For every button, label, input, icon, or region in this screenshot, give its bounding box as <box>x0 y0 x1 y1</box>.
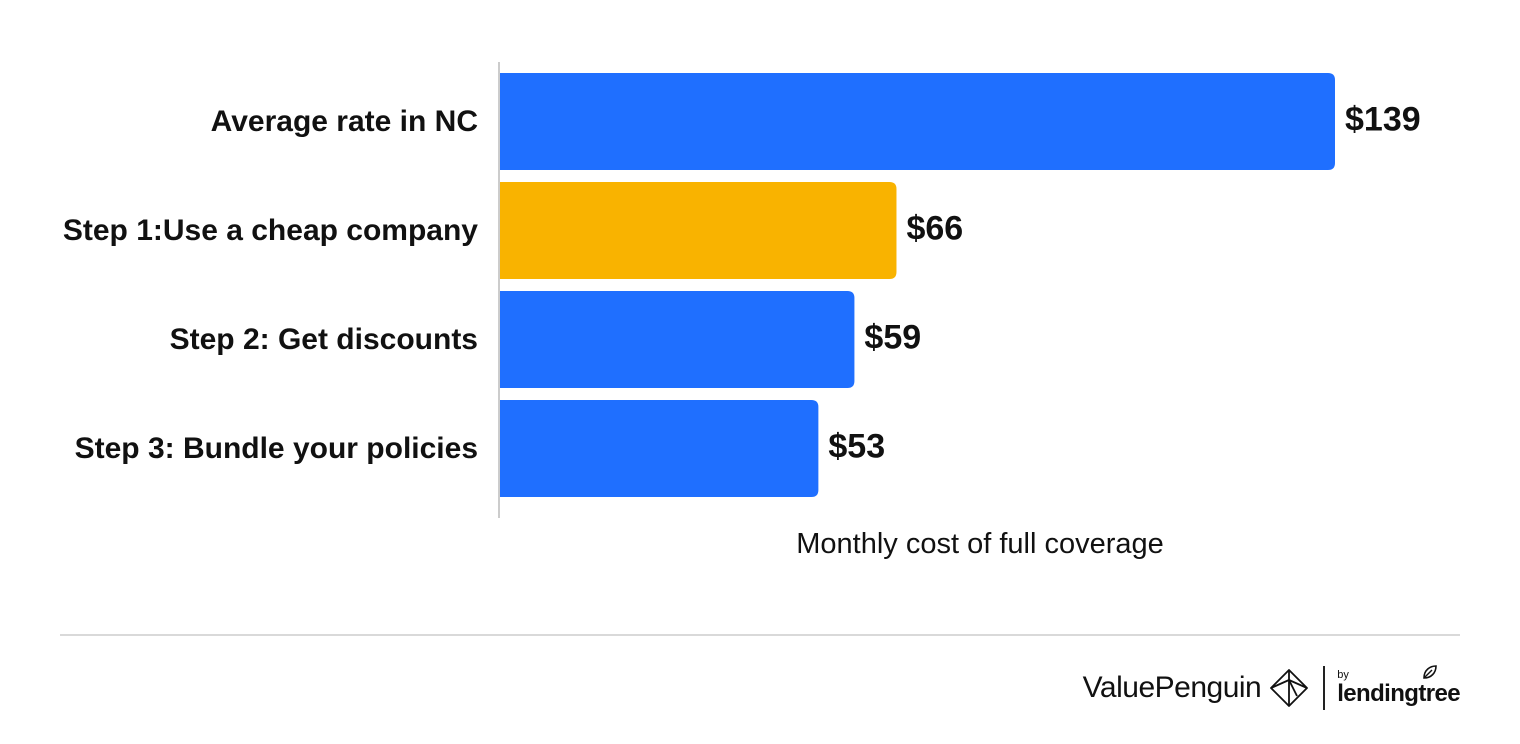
lendingtree-logo: by lendingtree <box>1337 665 1461 710</box>
category-label: Step 3: Bundle your policies <box>75 432 478 465</box>
bar-group: Step 1:Use a cheap company $66 <box>63 182 963 279</box>
footer-branding: ValuePenguin by lendingtree <box>1082 662 1461 714</box>
valuepenguin-wordmark: ValuePenguin <box>1082 671 1262 704</box>
bar <box>500 291 855 388</box>
category-label: Average rate in NC <box>211 105 478 138</box>
bar-group: Average rate in NC $139 <box>211 73 1421 170</box>
value-label: $139 <box>1345 101 1421 139</box>
category-label: Step 2: Get discounts <box>170 323 478 356</box>
x-axis-title: Monthly cost of full coverage <box>796 528 1164 560</box>
bar <box>500 182 897 279</box>
bar-group: Step 3: Bundle your policies $53 <box>75 400 885 497</box>
leaf-icon <box>1423 665 1437 679</box>
by-label: by <box>1337 668 1349 681</box>
value-label: $66 <box>906 210 963 248</box>
bar <box>500 400 819 497</box>
category-label: Step 1:Use a cheap company <box>63 214 478 247</box>
value-label: $59 <box>864 319 921 357</box>
footer-separator <box>1323 666 1326 710</box>
bar-group: Step 2: Get discounts $59 <box>170 291 921 388</box>
footer-divider <box>60 634 1460 636</box>
valuepenguin-logo-icon <box>1270 669 1309 707</box>
value-label: $53 <box>828 428 885 466</box>
lendingtree-wordmark: lendingtree <box>1337 679 1460 707</box>
bar <box>500 73 1335 170</box>
